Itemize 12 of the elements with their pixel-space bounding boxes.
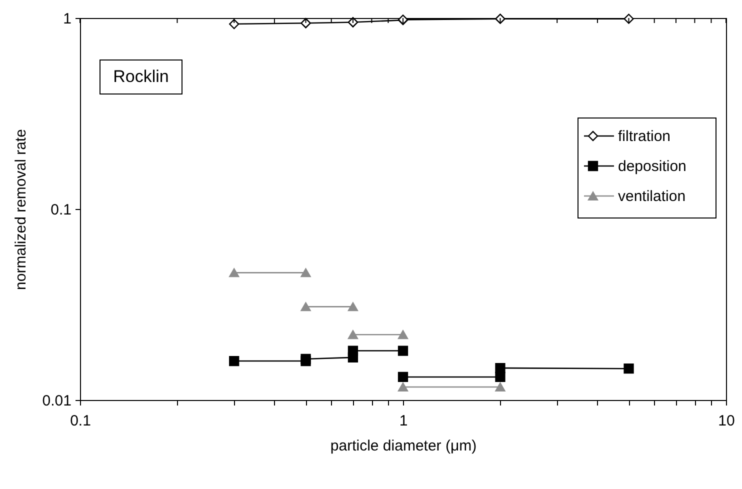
x-tick-label: 0.1 [70, 412, 91, 430]
x-tick-label: 10 [718, 412, 735, 430]
legend-label: filtration [618, 128, 671, 145]
x-tick-label: 1 [399, 412, 408, 430]
y-tick-label: 0.01 [42, 392, 72, 410]
y-tick-label: 1 [63, 10, 72, 28]
y-tick-label: 0.1 [50, 202, 72, 218]
annotation: Rocklin [113, 67, 169, 86]
legend-label: ventilation [618, 188, 686, 205]
y-axis-title: normalized removal rate [12, 129, 30, 290]
x-axis-title: particle diameter (μm) [330, 438, 477, 454]
legend-label: deposition [618, 158, 686, 175]
